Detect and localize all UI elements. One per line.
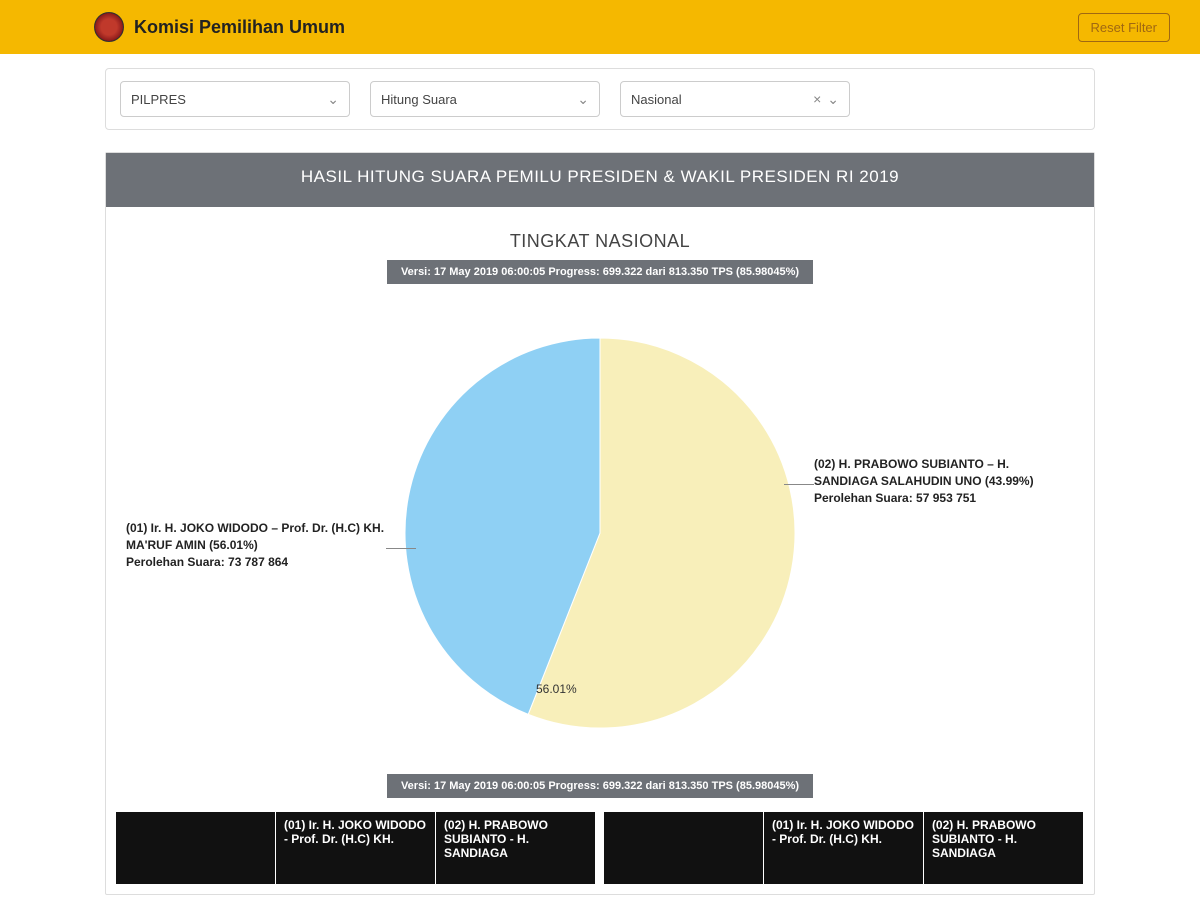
pie-svg: [400, 333, 800, 733]
legend-01-title: (01) Ir. H. JOKO WIDODO – Prof. Dr. (H.C…: [126, 520, 386, 554]
legend-02-votes: Perolehan Suara: 57 953 751: [814, 490, 1074, 507]
legend-candidate-02: (02) H. PRABOWO SUBIANTO – H. SANDIAGA S…: [814, 456, 1074, 506]
reset-filter-button[interactable]: Reset Filter: [1078, 13, 1170, 42]
legend-candidate-01: (01) Ir. H. JOKO WIDODO – Prof. Dr. (H.C…: [126, 520, 386, 570]
brand-title: Komisi Pemilihan Umum: [134, 17, 345, 38]
th-candidate-02: (02) H. PRABOWO SUBIANTO - H. SANDIAGA: [924, 812, 1084, 884]
chevron-down-icon: ⌄: [327, 91, 339, 108]
filter-panel: PILPRES ⌄ Hitung Suara ⌄ Nasional × ⌄: [105, 68, 1095, 130]
region-value: Nasional: [631, 92, 682, 107]
election-type-select[interactable]: PILPRES ⌄: [120, 81, 350, 117]
th-blank: [604, 812, 764, 884]
panel-title: HASIL HITUNG SUARA PEMILU PRESIDEN & WAK…: [106, 153, 1094, 207]
chevron-down-icon: ⌄: [827, 91, 839, 108]
th-candidate-01: (01) Ir. H. JOKO WIDODO - Prof. Dr. (H.C…: [764, 812, 924, 884]
th-blank: [116, 812, 276, 884]
pie-inner-label: 56.01%: [536, 682, 577, 696]
version-info-top: Versi: 17 May 2019 06:00:05 Progress: 69…: [387, 260, 813, 284]
legend-01-votes: Perolehan Suara: 73 787 864: [126, 554, 386, 571]
topbar: Komisi Pemilihan Umum Reset Filter: [0, 0, 1200, 54]
th-candidate-01: (01) Ir. H. JOKO WIDODO - Prof. Dr. (H.C…: [276, 812, 436, 884]
count-mode-select[interactable]: Hitung Suara ⌄: [370, 81, 600, 117]
region-select[interactable]: Nasional × ⌄: [620, 81, 850, 117]
th-candidate-02: (02) H. PRABOWO SUBIANTO - H. SANDIAGA: [436, 812, 596, 884]
election-type-value: PILPRES: [131, 92, 186, 107]
version-info-bottom: Versi: 17 May 2019 06:00:05 Progress: 69…: [387, 774, 813, 798]
leader-line-left: [386, 548, 416, 549]
leader-line-right: [784, 484, 814, 485]
result-tables: (01) Ir. H. JOKO WIDODO - Prof. Dr. (H.C…: [106, 812, 1094, 894]
clear-icon[interactable]: ×: [813, 91, 821, 107]
legend-02-title: (02) H. PRABOWO SUBIANTO – H. SANDIAGA S…: [814, 456, 1074, 490]
count-mode-value: Hitung Suara: [381, 92, 457, 107]
chevron-down-icon: ⌄: [577, 91, 589, 108]
pie-chart: (01) Ir. H. JOKO WIDODO – Prof. Dr. (H.C…: [106, 298, 1094, 768]
result-table-left: (01) Ir. H. JOKO WIDODO - Prof. Dr. (H.C…: [116, 812, 596, 884]
result-table-right: (01) Ir. H. JOKO WIDODO - Prof. Dr. (H.C…: [604, 812, 1084, 884]
results-panel: HASIL HITUNG SUARA PEMILU PRESIDEN & WAK…: [105, 152, 1095, 895]
panel-subtitle: TINGKAT NASIONAL: [106, 231, 1094, 252]
kpu-logo-icon: [94, 12, 124, 42]
